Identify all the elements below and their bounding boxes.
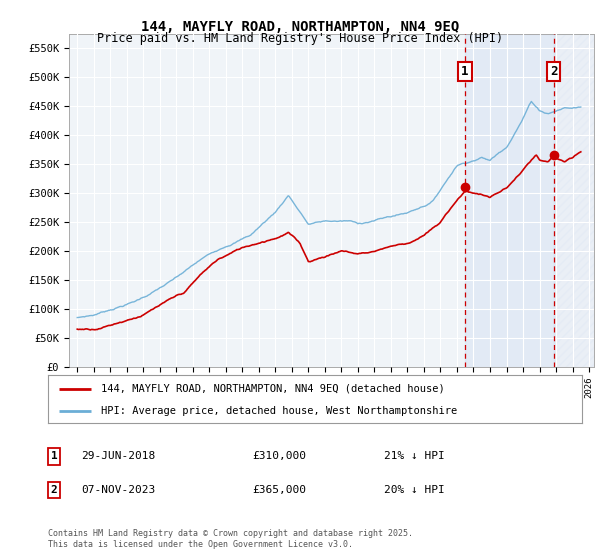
Text: 29-JUN-2018: 29-JUN-2018	[81, 451, 155, 461]
Text: 20% ↓ HPI: 20% ↓ HPI	[384, 485, 445, 495]
Text: HPI: Average price, detached house, West Northamptonshire: HPI: Average price, detached house, West…	[101, 406, 458, 416]
Text: £310,000: £310,000	[252, 451, 306, 461]
Bar	[554, 34, 594, 367]
Text: 1: 1	[461, 65, 469, 78]
Text: Contains HM Land Registry data © Crown copyright and database right 2025.
This d: Contains HM Land Registry data © Crown c…	[48, 529, 413, 549]
Text: Price paid vs. HM Land Registry's House Price Index (HPI): Price paid vs. HM Land Registry's House …	[97, 32, 503, 45]
Text: 1: 1	[50, 451, 58, 461]
Text: £365,000: £365,000	[252, 485, 306, 495]
Text: 2: 2	[550, 65, 557, 78]
Text: 07-NOV-2023: 07-NOV-2023	[81, 485, 155, 495]
Text: 144, MAYFLY ROAD, NORTHAMPTON, NN4 9EQ: 144, MAYFLY ROAD, NORTHAMPTON, NN4 9EQ	[141, 20, 459, 34]
Text: 144, MAYFLY ROAD, NORTHAMPTON, NN4 9EQ (detached house): 144, MAYFLY ROAD, NORTHAMPTON, NN4 9EQ (…	[101, 384, 445, 394]
Bar	[465, 34, 554, 367]
Text: 2: 2	[50, 485, 58, 495]
Text: 21% ↓ HPI: 21% ↓ HPI	[384, 451, 445, 461]
